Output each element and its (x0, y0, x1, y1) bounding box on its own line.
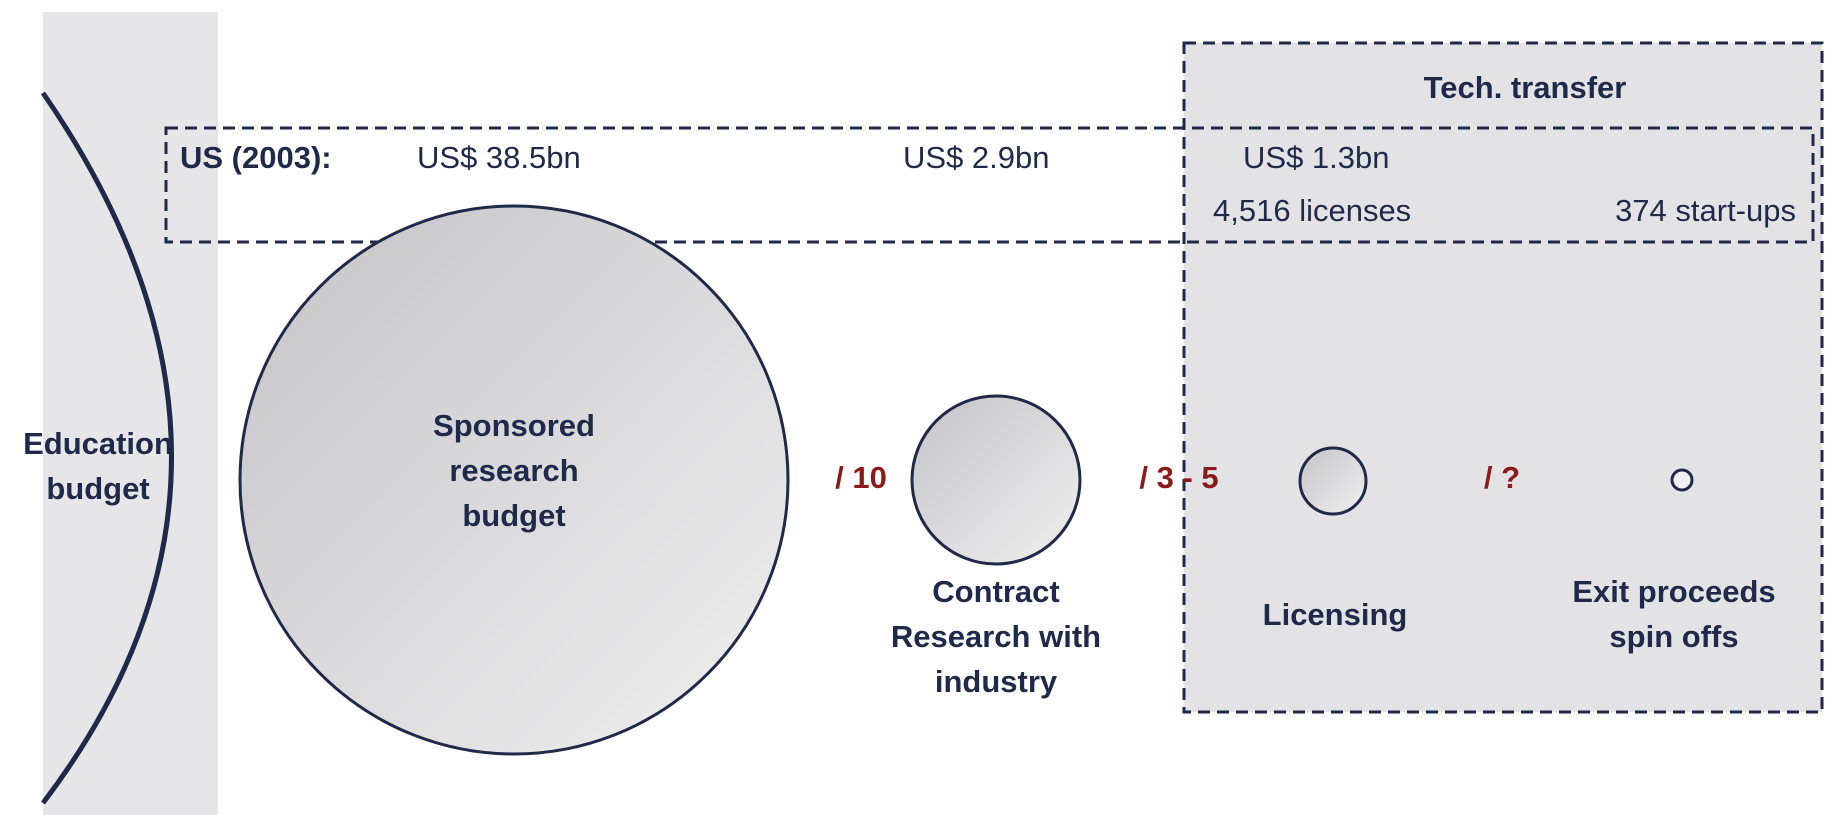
node-label: Contract (932, 574, 1059, 609)
ratio: / 3 - 5 (1139, 460, 1218, 495)
node-label: Research with (891, 619, 1101, 654)
amount: US$ 2.9bn (903, 140, 1050, 175)
education-band (43, 12, 218, 815)
node-label: budget (46, 471, 149, 506)
ratio: / 10 (835, 460, 887, 495)
node-label: research (449, 453, 578, 488)
exit-circle (1670, 468, 1694, 492)
amount: US$ 1.3bn (1243, 140, 1390, 175)
startups: 374 start-ups (1615, 193, 1796, 228)
node-label: industry (935, 664, 1058, 699)
education-arc (40, 91, 174, 805)
node-label: Exit proceeds (1572, 574, 1775, 609)
node-label: budget (462, 498, 565, 533)
tech-transfer-box (1182, 41, 1824, 714)
licensing-circle (1298, 446, 1368, 516)
licenses: 4,516 licenses (1213, 193, 1411, 228)
amount: US$ 38.5bn (417, 140, 581, 175)
ratio: / ? (1484, 460, 1520, 495)
node-label: Education (23, 426, 173, 461)
us-label: US (2003): (180, 140, 332, 175)
sponsored-circle (238, 204, 790, 756)
node-label: Sponsored (433, 408, 595, 443)
node-label: spin offs (1609, 619, 1738, 654)
node-label: Licensing (1263, 597, 1408, 632)
tech-transfer-title: Tech. transfer (1424, 70, 1627, 105)
contract-circle (910, 394, 1082, 566)
us-box (164, 126, 1815, 244)
